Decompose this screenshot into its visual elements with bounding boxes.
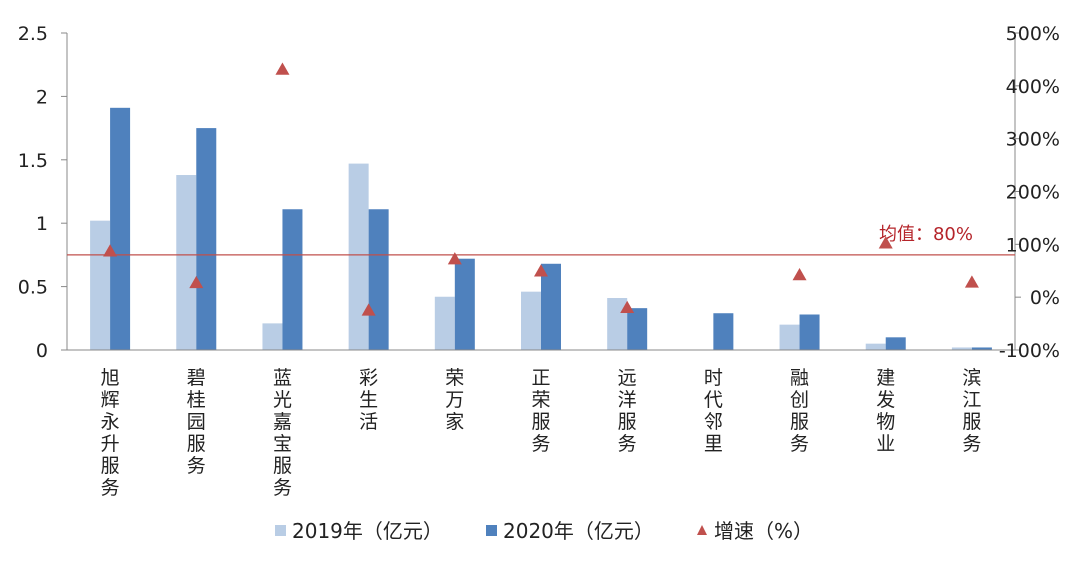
category-label: 时代邻里	[704, 367, 723, 455]
growth-marker	[361, 303, 376, 316]
category-label: 融创服务	[790, 367, 809, 455]
bar-2019	[779, 324, 800, 350]
y-left-tick-label: 1.5	[18, 150, 48, 172]
legend-label: 2019年（亿元）	[292, 519, 443, 543]
growth-marker	[964, 275, 979, 288]
bar-2019	[176, 175, 197, 350]
legend-label: 增速（%）	[714, 519, 813, 543]
bar-2020	[885, 337, 906, 350]
category-label: 荣万家	[445, 367, 464, 433]
growth-marker	[447, 252, 462, 265]
category-label: 正荣服务	[531, 367, 550, 455]
legend-label: 2020年（亿元）	[503, 519, 654, 543]
category-label: 蓝光嘉宝服务	[273, 367, 292, 499]
bar-2020	[454, 258, 475, 350]
category-label: 滨江服务	[962, 367, 981, 455]
bar-2020	[971, 347, 992, 350]
legend-swatch	[275, 525, 286, 536]
growth-marker	[620, 300, 635, 313]
bar-2019	[434, 296, 455, 350]
y-right-tick-label: 100%	[1006, 234, 1060, 256]
y-right-tick-label: 0%	[1030, 287, 1060, 309]
bar-2019	[90, 220, 111, 350]
bar-2020	[282, 209, 303, 350]
bar-2020	[368, 209, 389, 350]
legend-swatch	[486, 525, 497, 536]
bar-2019	[951, 347, 972, 350]
category-label: 建发物业	[876, 367, 895, 455]
category-label: 旭辉永升服务	[101, 367, 120, 499]
bar-2020	[110, 107, 131, 350]
growth-marker	[878, 236, 893, 249]
legend-swatch	[697, 525, 707, 535]
bar-2019	[521, 291, 541, 350]
bar-2020	[196, 128, 217, 350]
y-right-tick-label: 400%	[1006, 76, 1060, 98]
growth-marker	[103, 244, 118, 257]
bar-2019	[865, 343, 886, 350]
mean-reference-label: 均值：80%	[879, 224, 973, 245]
y-left-tick-label: 1	[36, 213, 48, 235]
bar-2020	[541, 263, 561, 350]
y-left-tick-label: 2	[36, 86, 48, 108]
growth-marker	[189, 275, 204, 289]
y-right-tick-label: -100%	[999, 340, 1060, 362]
bar-2019	[262, 323, 283, 350]
bar-2019	[348, 163, 369, 350]
bar-2020	[799, 314, 820, 350]
bar-2019	[607, 298, 628, 350]
y-left-tick-label: 0	[36, 340, 48, 362]
y-left-tick-label: 2.5	[18, 23, 48, 45]
growth-marker	[275, 62, 290, 75]
y-right-tick-label: 500%	[1006, 23, 1060, 45]
category-label: 碧桂园服务	[187, 367, 206, 477]
y-right-tick-label: 200%	[1006, 182, 1060, 204]
bar-2020	[627, 308, 648, 350]
y-right-tick-label: 300%	[1006, 129, 1060, 151]
growth-marker	[534, 264, 548, 277]
growth-marker	[792, 267, 807, 281]
bar-2020	[713, 313, 734, 350]
y-left-tick-label: 0.5	[18, 277, 48, 299]
category-label: 远洋服务	[618, 367, 637, 455]
category-label: 彩生活	[359, 367, 378, 433]
